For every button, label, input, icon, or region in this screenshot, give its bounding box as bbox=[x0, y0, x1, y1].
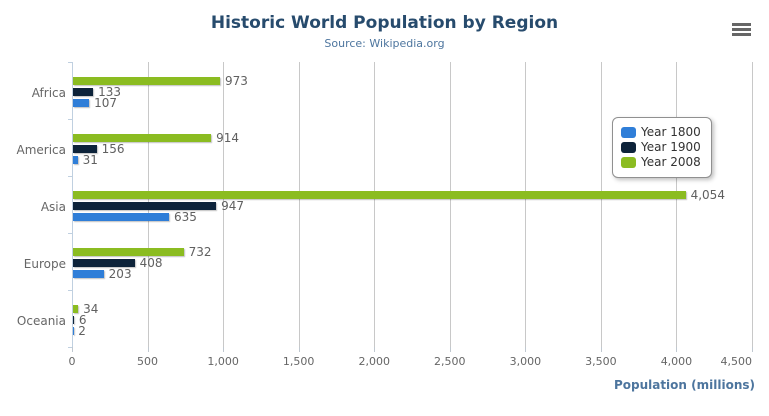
bar-year-2008-oceania[interactable] bbox=[73, 305, 79, 313]
category-axis-tick bbox=[68, 347, 72, 348]
legend-label: Year 2008 bbox=[641, 155, 701, 169]
category-label-america: America bbox=[16, 142, 67, 157]
category-axis-tick bbox=[68, 119, 72, 120]
x-axis-label: 2,500 bbox=[434, 355, 466, 368]
chart-subtitle: Source: Wikipedia.org bbox=[324, 37, 445, 50]
data-label-year-1800-america: 31 bbox=[82, 153, 98, 167]
bar-year-1900-oceania[interactable] bbox=[73, 316, 74, 324]
bar-year-2008-asia[interactable] bbox=[73, 191, 686, 199]
x-axis-label: 2,000 bbox=[358, 355, 390, 368]
category-axis-tick bbox=[68, 233, 72, 234]
gridline bbox=[752, 62, 753, 347]
category-axis-tick bbox=[68, 290, 72, 291]
x-axis-tick bbox=[223, 347, 225, 352]
x-axis-tick bbox=[72, 347, 73, 352]
x-axis-tick bbox=[676, 347, 678, 352]
gridline bbox=[298, 62, 300, 347]
data-label-year-2008-asia: 4,054 bbox=[690, 188, 725, 202]
category-label-africa: Africa bbox=[31, 85, 66, 100]
data-label-year-2008-oceania: 34 bbox=[83, 302, 99, 316]
bar-year-1800-europe[interactable] bbox=[73, 270, 104, 278]
category-label-oceania: Oceania bbox=[16, 313, 66, 328]
category-label-asia: Asia bbox=[40, 199, 66, 214]
bar-year-1800-africa[interactable] bbox=[73, 99, 90, 107]
x-axis-label: 0 bbox=[68, 355, 76, 368]
data-label-year-1900-africa: 133 bbox=[98, 85, 121, 99]
data-label-year-1900-europe: 408 bbox=[139, 256, 163, 270]
x-axis-tick bbox=[600, 347, 602, 352]
x-axis-tick bbox=[374, 347, 376, 352]
legend: Year 1800 Year 1900 Year 2008 bbox=[612, 117, 712, 178]
data-label-year-1900-oceania: 6 bbox=[78, 313, 87, 327]
category-label-europe: Europe bbox=[23, 256, 66, 271]
data-label-year-1800-africa: 107 bbox=[94, 96, 118, 110]
x-axis-label: 3,500 bbox=[585, 355, 617, 368]
category-axis-tick bbox=[68, 62, 72, 63]
gridline bbox=[600, 62, 602, 347]
bar-year-1800-asia[interactable] bbox=[73, 213, 169, 221]
data-label-year-2008-africa: 973 bbox=[225, 74, 248, 88]
bar-year-1900-europe[interactable] bbox=[73, 259, 135, 267]
x-axis-label: 1,000 bbox=[207, 355, 239, 368]
x-axis-label: 3,000 bbox=[509, 355, 542, 368]
data-label-year-1900-america: 156 bbox=[101, 142, 125, 156]
legend-swatch-icon bbox=[621, 142, 636, 153]
legend-item-year-2008[interactable]: Year 2008 bbox=[621, 155, 701, 170]
x-axis-label: 1,500 bbox=[282, 355, 315, 368]
category-axis-tick bbox=[68, 176, 72, 177]
data-label-year-1800-europe: 203 bbox=[108, 267, 132, 281]
x-axis-label: 4,500 bbox=[720, 355, 753, 368]
data-label-year-1800-oceania: 2 bbox=[78, 324, 86, 338]
bar-year-1900-asia[interactable] bbox=[73, 202, 217, 210]
data-label-year-1900-asia: 947 bbox=[221, 199, 244, 213]
legend-swatch-icon bbox=[621, 127, 636, 138]
gridline bbox=[223, 62, 225, 347]
bar-year-2008-europe[interactable] bbox=[73, 248, 184, 256]
bar-year-1800-america[interactable] bbox=[73, 156, 78, 164]
gridline bbox=[676, 62, 678, 347]
bar-year-2008-africa[interactable] bbox=[73, 77, 221, 85]
hamburger-icon bbox=[732, 23, 751, 26]
data-label-year-1800-asia: 635 bbox=[173, 210, 197, 224]
bar-year-2008-america[interactable] bbox=[73, 134, 212, 142]
hamburger-icon bbox=[732, 33, 751, 36]
legend-swatch-icon bbox=[621, 157, 636, 168]
context-menu-button[interactable] bbox=[732, 23, 751, 38]
chart-title: Historic World Population by Region bbox=[210, 13, 559, 33]
gridline bbox=[449, 62, 451, 347]
x-axis-tick bbox=[449, 347, 451, 352]
x-axis-tick bbox=[147, 347, 149, 352]
gridline bbox=[525, 62, 527, 347]
legend-label: Year 1900 bbox=[641, 140, 701, 154]
bar-year-1900-africa[interactable] bbox=[73, 88, 94, 96]
legend-label: Year 1800 bbox=[641, 125, 701, 139]
x-axis-tick bbox=[525, 347, 527, 352]
plot-area: 0 500 1,000 1,500 2,000 2,500 3,000 3,500 4,000 4… bbox=[17, 62, 753, 368]
legend-item-year-1800[interactable]: Year 1800 bbox=[621, 125, 701, 140]
gridline bbox=[374, 62, 376, 347]
data-label-year-2008-europe: 732 bbox=[188, 245, 212, 259]
x-axis-label: 500 bbox=[137, 355, 159, 368]
legend-item-year-1900[interactable]: Year 1900 bbox=[621, 140, 701, 155]
x-axis-title: Population (millions) bbox=[613, 378, 755, 392]
category-axis-line bbox=[72, 62, 73, 347]
x-axis-label: 4,000 bbox=[660, 355, 693, 368]
bar-year-1900-america[interactable] bbox=[73, 145, 97, 153]
hamburger-icon bbox=[732, 28, 751, 31]
x-axis-tick bbox=[752, 347, 753, 352]
x-axis-tick bbox=[298, 347, 300, 352]
data-label-year-2008-america: 914 bbox=[216, 131, 240, 145]
